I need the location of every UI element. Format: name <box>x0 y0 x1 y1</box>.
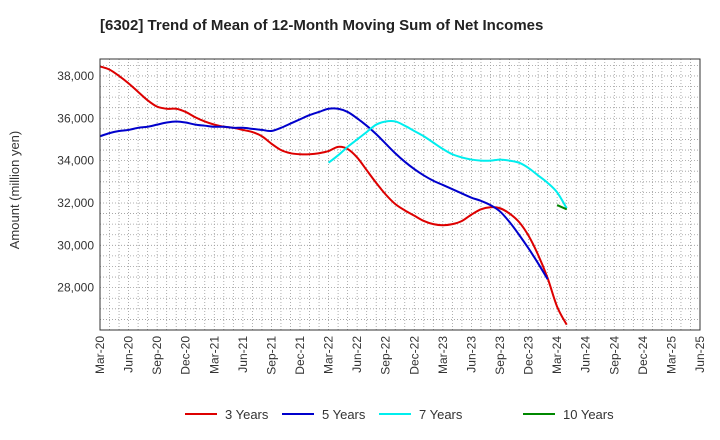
y-tick-layer: 28,000 30,000 32,000 34,000 36,000 38,000 <box>57 69 94 295</box>
y-tick-label: 30,000 <box>57 238 94 252</box>
x-tick-label: Jun-22 <box>350 336 364 373</box>
x-tick-label: Dec-21 <box>293 336 307 375</box>
plot-area <box>100 59 700 330</box>
legend: 3 Years 5 Years 7 Years 10 Years <box>185 407 614 422</box>
chart-title: [6302] Trend of Mean of 12-Month Moving … <box>100 17 543 34</box>
x-tick-label: Sep-21 <box>264 336 278 375</box>
x-tick-label: Dec-22 <box>407 336 421 375</box>
x-tick-label: Mar-21 <box>207 336 221 374</box>
y-tick-label: 38,000 <box>57 69 94 83</box>
series-line-3-years <box>99 65 568 326</box>
x-tick-label: Sep-23 <box>493 336 507 375</box>
grid-layer <box>100 59 700 330</box>
series-layer <box>99 65 568 326</box>
series-line-5-years <box>99 107 549 280</box>
x-tick-label: Dec-23 <box>522 336 536 375</box>
legend-label-3-years: 3 Years <box>225 407 269 422</box>
y-tick-label: 28,000 <box>57 281 94 295</box>
series-line-7-years <box>327 119 568 209</box>
x-tick-label: Mar-24 <box>550 336 564 374</box>
y-tick-label: 32,000 <box>57 196 94 210</box>
y-axis-label: Amount (million yen) <box>7 131 22 250</box>
x-tick-label: Sep-22 <box>379 336 393 375</box>
x-tick-label: Jun-25 <box>693 336 707 373</box>
x-tick-label: Dec-24 <box>636 336 650 375</box>
x-tick-label: Sep-20 <box>150 336 164 375</box>
series-line-10-years <box>556 204 568 211</box>
x-tick-label: Jun-23 <box>464 336 478 373</box>
plot-border <box>99 58 701 331</box>
x-tick-layer: Mar-20 Jun-20 Sep-20 Dec-20 Mar-21 Jun-21 Sep-… <box>93 336 707 375</box>
x-tick-label: Mar-20 <box>93 336 107 374</box>
x-tick-label: Jun-24 <box>579 336 593 373</box>
x-tick-label: Jun-20 <box>122 336 136 373</box>
y-tick-label: 36,000 <box>57 111 94 125</box>
x-tick-label: Dec-20 <box>179 336 193 375</box>
x-tick-label: Jun-21 <box>236 336 250 373</box>
y-tick-label: 34,000 <box>57 154 94 168</box>
legend-label-5-years: 5 Years <box>322 407 366 422</box>
legend-label-7-years: 7 Years <box>419 407 463 422</box>
legend-label-10-years: 10 Years <box>563 407 614 422</box>
x-tick-label: Mar-22 <box>322 336 336 374</box>
x-tick-label: Sep-24 <box>607 336 621 375</box>
x-tick-label: Mar-25 <box>664 336 678 374</box>
x-tick-label: Mar-23 <box>436 336 450 374</box>
